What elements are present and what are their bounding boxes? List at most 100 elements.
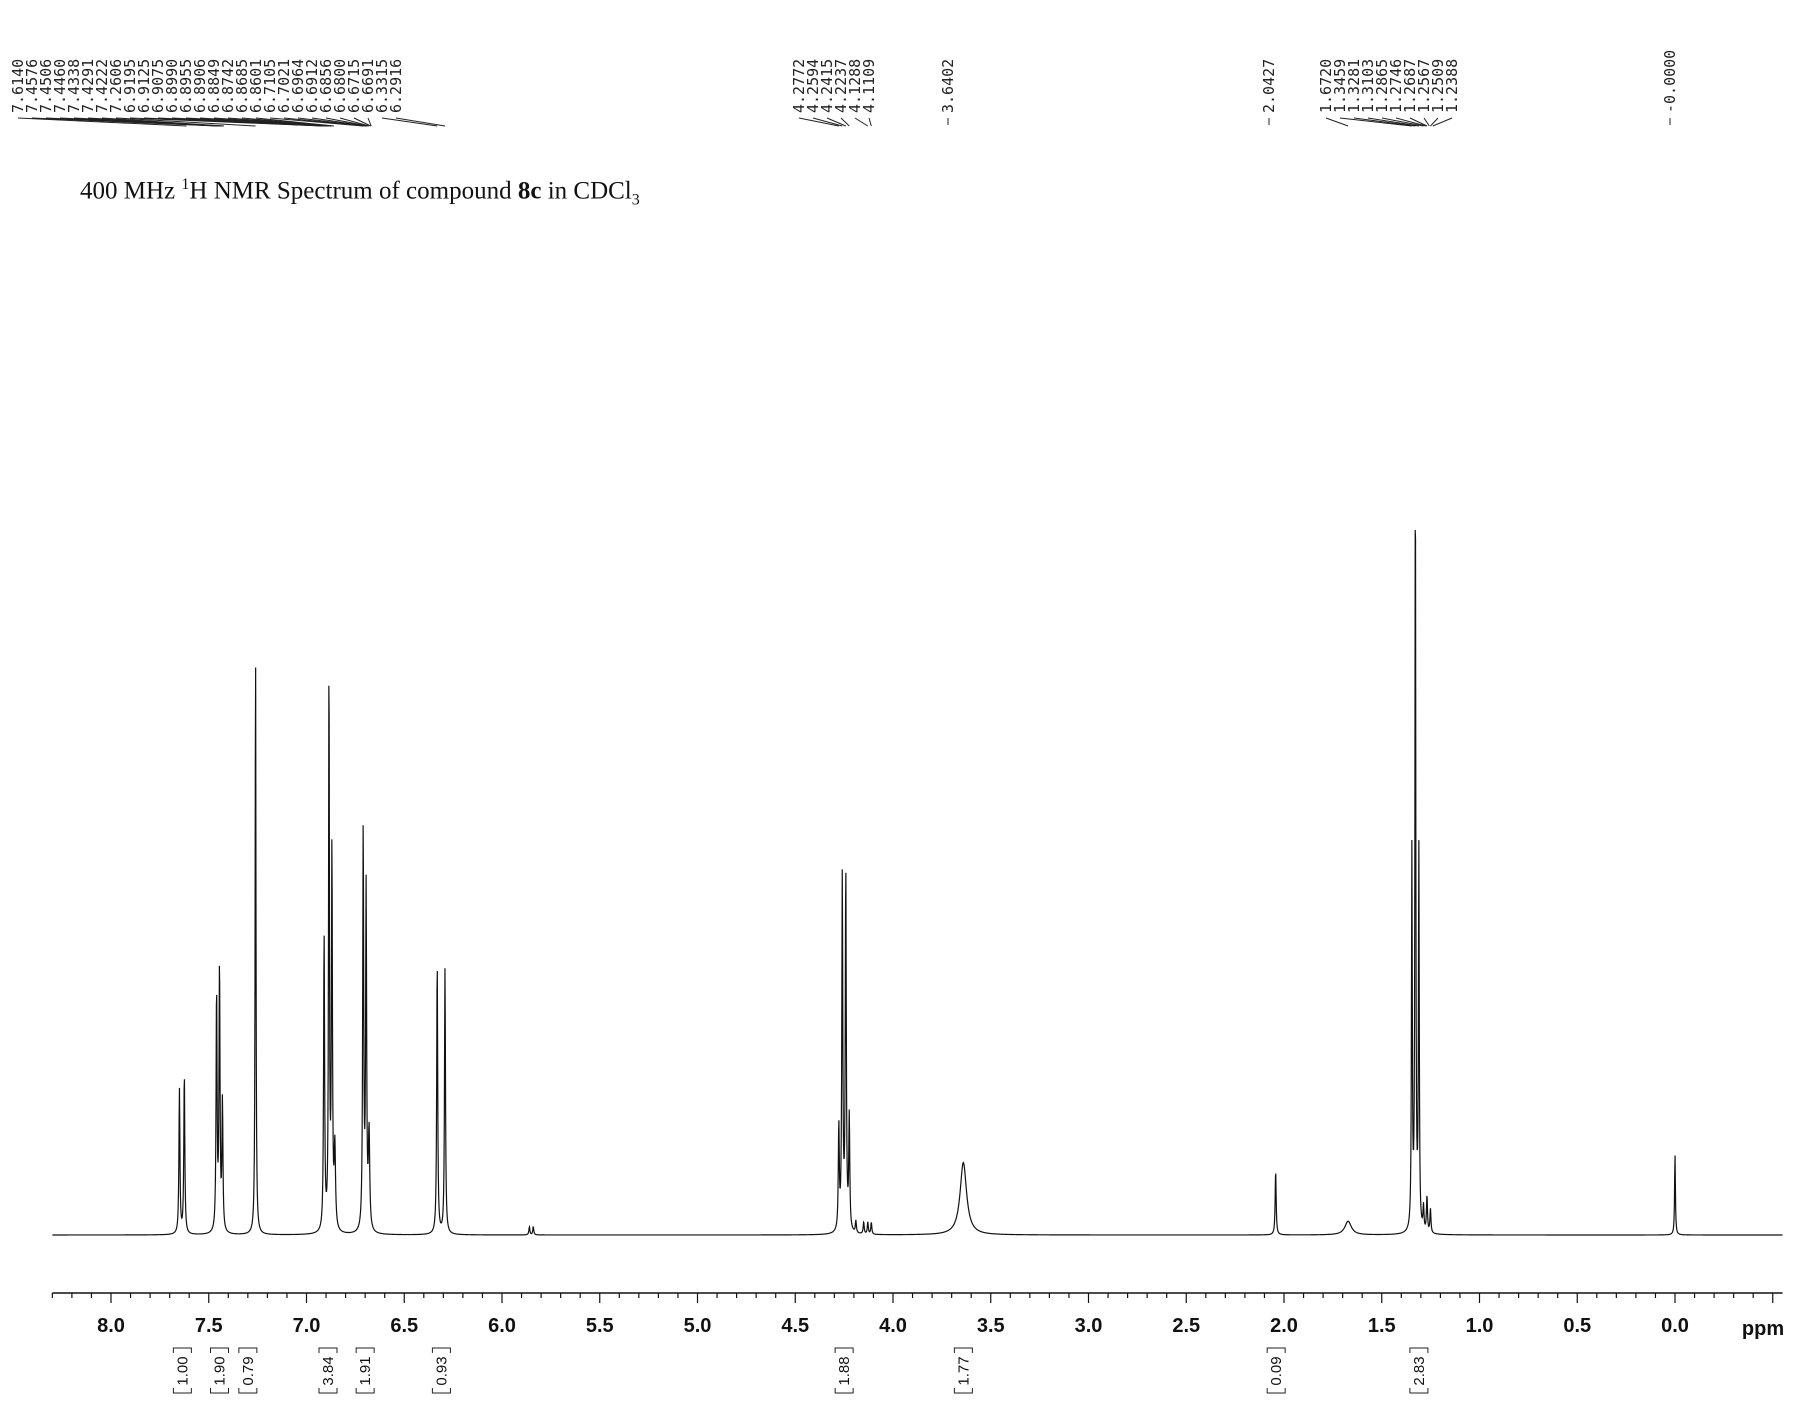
integral-value: 3.84 <box>320 1356 337 1385</box>
peak-label: 2.0427 <box>1260 59 1278 113</box>
peak-label: 6.6856 <box>317 59 335 113</box>
peak-label: -0.0000 <box>1661 50 1679 113</box>
peak-connector <box>1423 117 1430 127</box>
peak-connector <box>1381 117 1424 127</box>
tick-label: 8.0 <box>97 1315 125 1337</box>
peak-label: 6.8906 <box>191 59 209 113</box>
integral-bracket <box>172 1347 192 1394</box>
title-suffix: in CDCl <box>541 177 632 205</box>
tick-label: 3.5 <box>977 1315 1005 1337</box>
integral-bracket <box>318 1347 338 1394</box>
peak-label: 6.2916 <box>387 59 405 113</box>
integral-bracket <box>1266 1347 1286 1394</box>
peak-label: 4.2237 <box>832 59 850 113</box>
integral-bracket <box>431 1347 451 1394</box>
integral-value: 2.83 <box>1411 1356 1428 1385</box>
tick-label: 2.0 <box>1270 1315 1298 1337</box>
peak-connector <box>1430 117 1439 127</box>
peak-label: 4.2415 <box>818 59 836 113</box>
peak-connector <box>1353 117 1416 127</box>
peak-label: 6.8685 <box>233 59 251 113</box>
tick-label: 2.5 <box>1172 1315 1200 1337</box>
peak-connector <box>311 117 367 127</box>
peak-label: 7.4291 <box>79 59 97 113</box>
ppm-axis: 8.0 7.5 7.0 6.5 6.0 5.5 5.0 4.5 4.0 3.5 3.0 2.5 2.0 1… <box>51 1292 1784 1340</box>
spectrum-title: 400 MHz 1H NMR Spectrum of compound 8c i… <box>80 176 640 209</box>
peak-connector <box>395 117 446 127</box>
tick-label: 7.0 <box>293 1315 321 1337</box>
peak-connector <box>255 117 334 127</box>
peak-label: 1.3459 <box>1331 59 1349 113</box>
peak-label: 1.2746 <box>1387 59 1405 113</box>
peak-label: 7.4338 <box>65 59 83 113</box>
peak-label: 6.9195 <box>121 59 139 113</box>
integral-value: 1.77 <box>955 1356 972 1385</box>
peak-labels: 7.61407.45767.45067.44607.43387.42917.42… <box>9 50 1679 113</box>
peak-label: 6.8990 <box>163 59 181 113</box>
integral-bracket <box>953 1347 973 1394</box>
integral-bracket <box>834 1347 854 1394</box>
peak-label: 6.9075 <box>149 59 167 113</box>
title-sup: 1 <box>181 176 190 193</box>
peak-label: 7.2606 <box>107 59 125 113</box>
peak-label: 1.3103 <box>1359 59 1377 113</box>
integral-labels: 1.00 1.90 0.79 3.84 1.91 0.93 1.88 1.77 0.09 2.83 <box>172 1347 1429 1394</box>
spectrum-line <box>52 529 1783 1236</box>
axis-unit-label: ppm <box>1742 1318 1784 1340</box>
peak-label: 6.8849 <box>205 59 223 113</box>
tick-label: 1.5 <box>1368 1315 1396 1337</box>
tick-label: 6.0 <box>488 1315 516 1337</box>
tick-label: 4.0 <box>879 1315 907 1337</box>
peak-label: 4.1109 <box>860 59 878 113</box>
peak-label: 7.4576 <box>23 59 41 113</box>
peak-connector <box>1325 117 1349 127</box>
peak-connector <box>1432 117 1453 127</box>
tick-label: 7.5 <box>195 1315 223 1337</box>
integral-bracket <box>1409 1347 1429 1394</box>
tick-label: 1.0 <box>1466 1315 1494 1337</box>
peak-label: 6.6964 <box>289 59 307 113</box>
tick-label: 3.0 <box>1075 1315 1103 1337</box>
peak-connector <box>325 117 369 127</box>
peak-label: 1.2388 <box>1443 59 1461 113</box>
peak-connector <box>854 117 869 127</box>
peak-label: 6.8601 <box>247 59 265 113</box>
peak-connector <box>812 117 843 127</box>
peak-connector <box>1339 117 1412 127</box>
peak-label: 4.1288 <box>846 59 864 113</box>
peak-label: 1.2687 <box>1401 59 1419 113</box>
integral-bracket <box>238 1347 258 1394</box>
peak-label: 1.2865 <box>1373 59 1391 113</box>
peak-label: 1.6720 <box>1317 59 1335 113</box>
peak-label: 6.9125 <box>135 59 153 113</box>
peak-connector <box>17 117 187 127</box>
integral-bracket <box>355 1347 375 1394</box>
tick-label: 0.0 <box>1661 1315 1689 1337</box>
integral-value: 1.90 <box>212 1356 229 1385</box>
tick-label: 0.5 <box>1563 1315 1591 1337</box>
peak-connector <box>798 117 839 127</box>
integral-value: 0.79 <box>240 1356 257 1385</box>
peak-connectors <box>17 117 1671 127</box>
title-sub: 3 <box>631 191 640 209</box>
tick-label: 6.5 <box>390 1315 418 1337</box>
peak-label: 1.2567 <box>1415 59 1433 113</box>
title-prefix: 400 MHz <box>80 177 182 205</box>
integral-value: 1.91 <box>357 1356 374 1385</box>
peak-label: 7.4222 <box>93 59 111 113</box>
integral-value: 1.88 <box>836 1356 853 1385</box>
peak-connector <box>367 117 372 127</box>
peak-label: 6.6691 <box>359 59 377 113</box>
peak-label: 4.2772 <box>790 59 808 113</box>
peak-label: 6.6800 <box>331 59 349 113</box>
peak-label: 7.4460 <box>51 59 69 113</box>
integral-value: 1.00 <box>174 1356 191 1385</box>
peak-connector <box>353 117 371 127</box>
peak-label: 6.8742 <box>219 59 237 113</box>
integral-value: 0.93 <box>433 1356 450 1385</box>
tick-label: 5.0 <box>684 1315 712 1337</box>
peak-label: 6.6912 <box>303 59 321 113</box>
integral-bracket <box>210 1347 230 1394</box>
peak-connector <box>1367 117 1419 127</box>
peak-label: 6.7105 <box>261 59 279 113</box>
